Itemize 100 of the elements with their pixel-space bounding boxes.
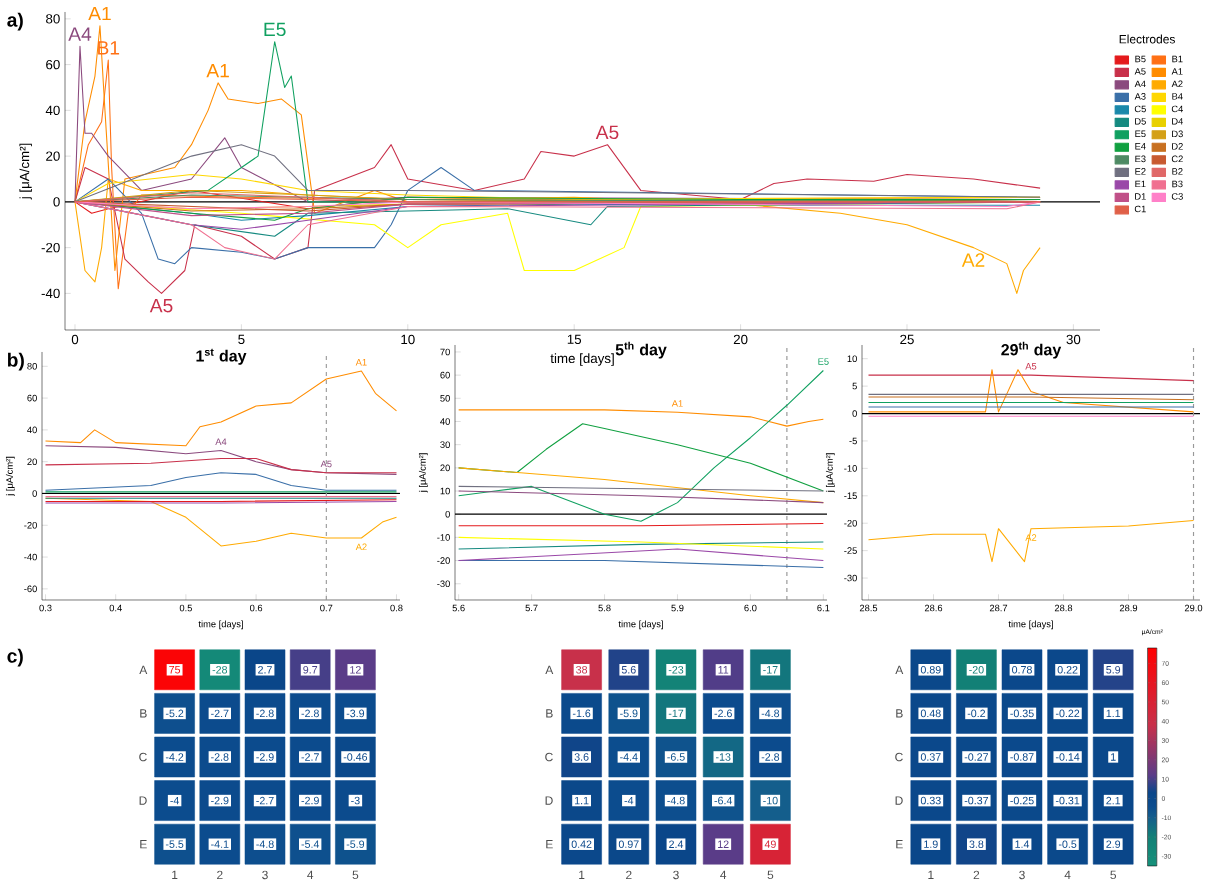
legend-label: E3 [1135, 155, 1146, 163]
annotation: A1 [206, 64, 229, 78]
y-axis-title: j [μA/cm²] [5, 456, 15, 497]
y-tick-label: -10 [844, 465, 857, 472]
data-label: 0.97 [618, 840, 639, 848]
data-label: -0.35 [1010, 709, 1034, 718]
legend-label: E5 [1135, 130, 1146, 138]
x-tick-label: 20 [733, 334, 748, 345]
data-label: 0.48 [920, 709, 941, 718]
data-label: 12 [350, 666, 361, 674]
x-tick-label: 0.7 [320, 604, 333, 612]
data-label: 5.6 [621, 666, 636, 674]
data-label: -2.9 [301, 796, 319, 805]
data-label: -2.8 [211, 753, 229, 761]
data-label: -5.9 [346, 840, 365, 848]
legend-label: E2 [1135, 168, 1146, 175]
y-tick-label: C [545, 752, 553, 762]
y-tick-label: -40 [41, 288, 60, 299]
annotation: E5 [818, 358, 829, 365]
data-label: -17 [763, 666, 778, 674]
annotation: A5 [320, 460, 332, 468]
y-tick-label: 10 [440, 487, 450, 495]
data-label: -0.5 [1058, 840, 1077, 848]
x-tick-label: 25 [900, 334, 914, 345]
data-label: -0.25 [1010, 796, 1034, 805]
data-label: 3.6 [574, 753, 589, 761]
x-tick-label: 3 [673, 870, 679, 880]
x-tick-label: 28.9 [1119, 604, 1138, 612]
legend-label: B1 [1172, 55, 1183, 63]
annotation: A4 [215, 438, 227, 445]
x-tick-label: 4 [307, 870, 314, 879]
data-label: 11 [718, 666, 729, 674]
data-label: -2.6 [714, 709, 732, 718]
data-label: 2.1 [1106, 796, 1121, 805]
data-label: 0.78 [1012, 666, 1032, 674]
x-axis-title: time [days] [1008, 620, 1053, 630]
chart-title: 1$^{st}$ day [196, 348, 247, 365]
y-tick-label: A [139, 665, 148, 674]
data-label: -4.8 [256, 840, 274, 848]
data-label: 5.9 [1106, 666, 1121, 674]
chart-title: 29$^{th}$ day [1001, 341, 1062, 359]
data-label: 75 [169, 666, 181, 674]
x-tick-label: 5.6 [452, 604, 465, 612]
y-tick-label: 0 [53, 197, 60, 207]
data-label: 1.9 [924, 840, 938, 848]
data-label: -20 [969, 666, 984, 674]
y-tick-label: -30 [437, 580, 450, 588]
legend-label: B3 [1172, 180, 1183, 188]
y-tick-label: 0 [445, 510, 450, 518]
data-label: 9.7 [303, 666, 318, 674]
data-label: 0.89 [920, 666, 941, 674]
data-label: -2.7 [301, 753, 319, 761]
y-tick-label: 60 [440, 371, 450, 379]
data-label: -0.27 [964, 753, 989, 761]
y-tick-label: 80 [46, 14, 60, 24]
legend-label: D1 [1135, 193, 1146, 200]
x-tick-label: 3 [1019, 870, 1025, 880]
y-tick-label: E [546, 840, 553, 849]
data-label: 2.7 [258, 666, 272, 674]
x-tick-label: 5 [767, 870, 774, 880]
data-label: -2.7 [256, 796, 274, 805]
annotation: A2 [961, 253, 985, 267]
data-label: -0.14 [1055, 753, 1080, 761]
annotation: A4 [68, 27, 92, 41]
text: a) [7, 12, 23, 31]
data-label: 1 [1111, 753, 1116, 761]
data-label: -0.31 [1055, 796, 1080, 805]
data-label: 0.22 [1057, 666, 1078, 674]
legend-label: E1 [1135, 180, 1146, 188]
data-label: -10 [763, 796, 778, 805]
y-tick-label: 20 [46, 151, 60, 161]
data-label: -3.9 [346, 709, 365, 718]
data-label: -3 [351, 796, 360, 805]
y-tick-label: -20 [844, 519, 857, 527]
x-tick-label: 6.0 [744, 604, 757, 612]
x-tick-label: 28.8 [1054, 604, 1073, 612]
y-tick-label: 60 [27, 394, 37, 402]
y-tick-label: 50 [440, 395, 450, 402]
y-tick-label: D [895, 796, 903, 805]
data-label: -4.1 [211, 840, 229, 848]
x-tick-label: 30 [1066, 334, 1081, 345]
y-tick-label: 80 [27, 363, 37, 370]
x-tick-label: 5.7 [525, 604, 538, 612]
x-tick-label: 28.7 [989, 604, 1008, 612]
annotation: A1 [671, 400, 683, 407]
y-tick-label: 40 [440, 418, 450, 425]
legend-label: D2 [1172, 143, 1183, 150]
x-axis-title: time [days] [550, 353, 614, 366]
y-tick-label: 20 [27, 458, 37, 465]
data-label: 12 [718, 840, 729, 848]
y-tick-label: C [139, 752, 147, 762]
x-tick-label: 15 [567, 334, 582, 344]
data-label: -6.4 [714, 796, 733, 805]
y-tick-label: 60 [46, 59, 60, 70]
annotation: A2 [355, 543, 367, 551]
legend-label: A5 [1134, 68, 1146, 75]
y-tick-label: 10 [847, 355, 857, 362]
legend-label: C1 [1134, 205, 1146, 213]
x-tick-label: 0 [71, 334, 79, 345]
data-label: -5.5 [165, 840, 184, 848]
